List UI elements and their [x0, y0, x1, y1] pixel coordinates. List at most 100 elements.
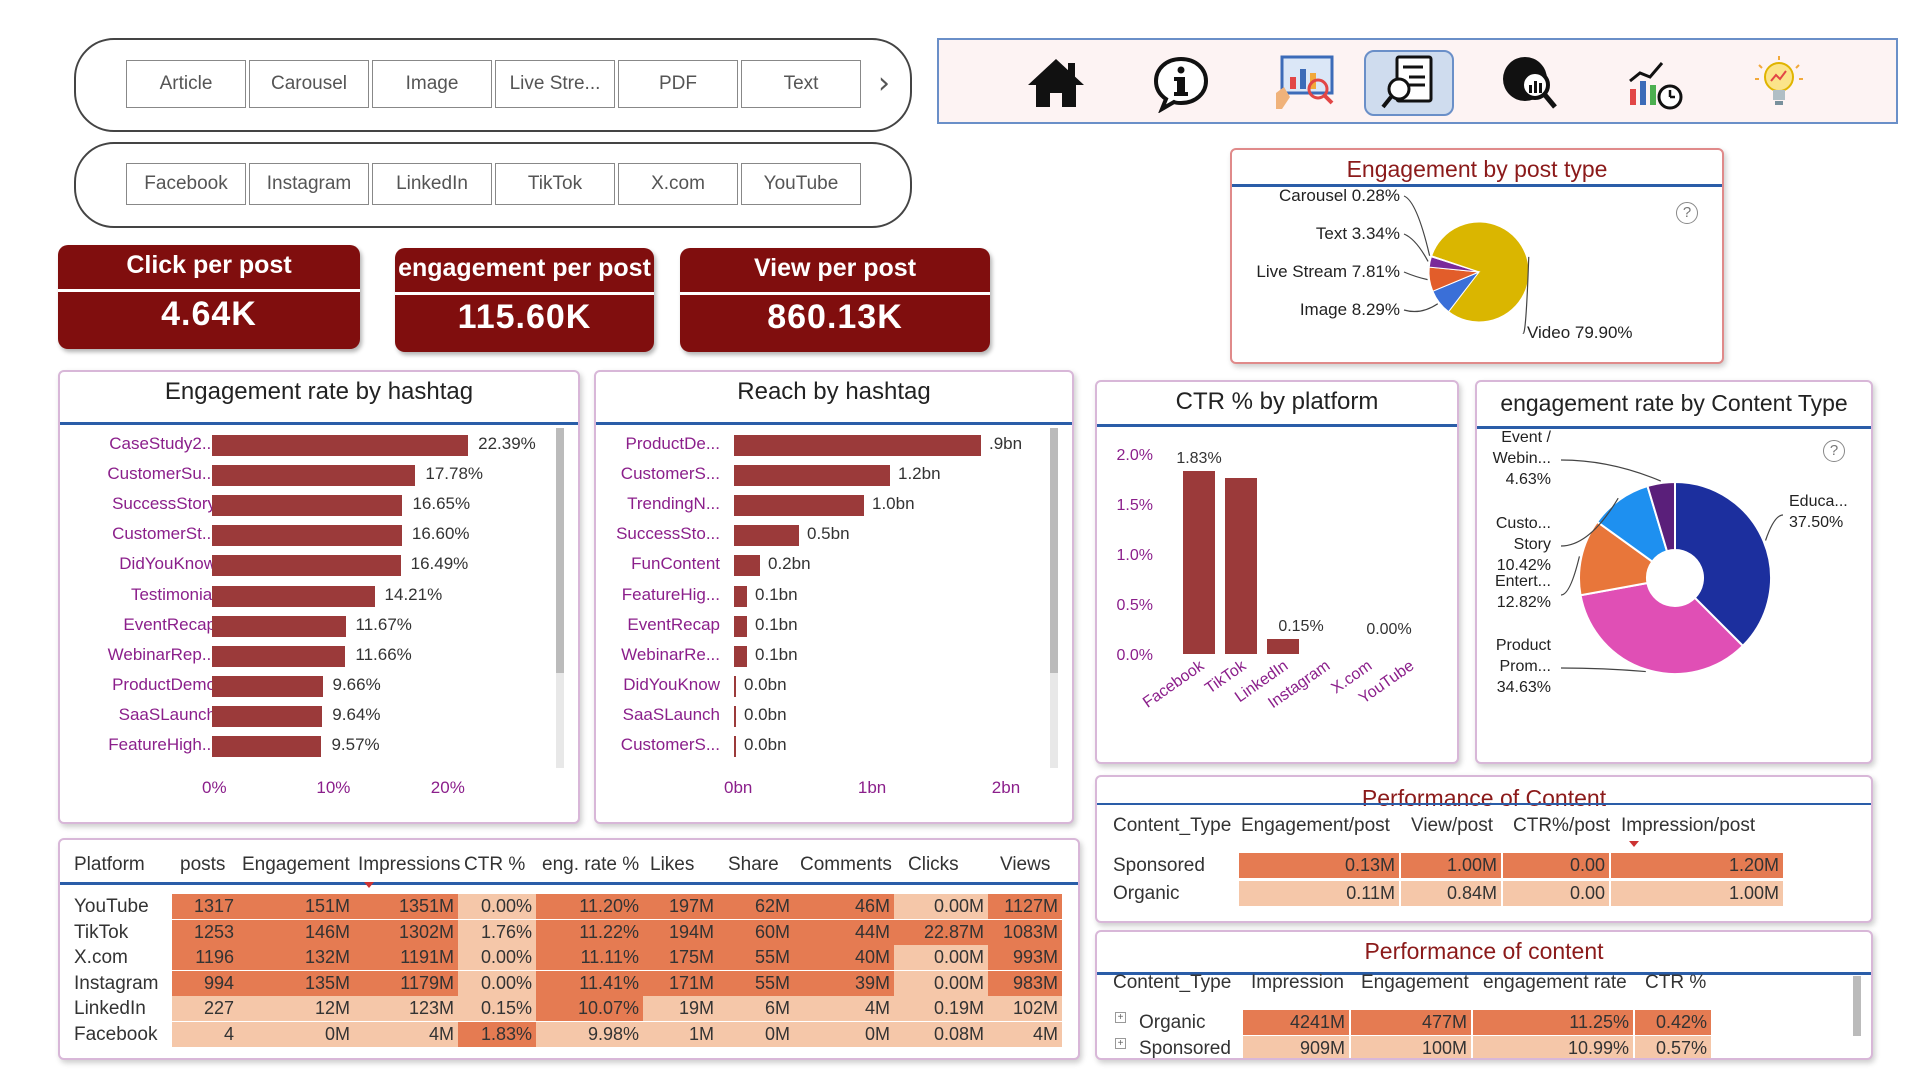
table-header[interactable]: Impression [1251, 972, 1344, 993]
table-header[interactable]: Clicks [908, 854, 959, 875]
table-header[interactable]: View/post [1411, 815, 1494, 836]
help-icon[interactable]: ? [1823, 440, 1845, 462]
table-header[interactable]: posts [180, 854, 226, 875]
hbar-bar[interactable] [734, 495, 864, 517]
hbar-bar[interactable] [734, 555, 760, 577]
donut-slice[interactable] [1674, 480, 1772, 648]
hbar-bar[interactable] [212, 465, 416, 487]
nav-global-search-button[interactable] [1485, 50, 1575, 116]
hbar-category-label: EventRecap [123, 614, 216, 634]
engagement-by-content-type-panel: engagement rate by Content Type ? Educa.… [1475, 380, 1873, 764]
nav-idea-button[interactable] [1734, 50, 1824, 116]
y-axis-tick: 0.5% [1117, 597, 1153, 614]
hbar-bar[interactable] [734, 585, 747, 607]
platform-option[interactable]: X.com [618, 163, 738, 205]
platform-option[interactable]: YouTube [741, 163, 861, 205]
hbar-bar[interactable] [734, 615, 747, 637]
donut-slice[interactable] [1646, 480, 1676, 553]
donut-slice[interactable] [1579, 581, 1745, 675]
expand-icon[interactable]: + [1115, 1012, 1126, 1023]
kpi-title: engagement per post [398, 254, 651, 282]
table-header[interactable]: Engagement [1361, 972, 1469, 993]
scrollbar-thumb[interactable] [556, 428, 564, 673]
pie-slice[interactable] [1430, 255, 1480, 273]
table-header[interactable]: Engagement [242, 854, 350, 875]
hbar-bar[interactable] [212, 675, 323, 697]
donut-label: 12.82% [1497, 594, 1551, 611]
table-cell: 983M [988, 970, 1062, 996]
table-header[interactable]: CTR % [464, 854, 526, 875]
sort-arrow-icon[interactable] [1629, 841, 1639, 847]
table-cell: 0.00 [1503, 881, 1609, 906]
panel-title: Reach by hashtag [737, 378, 931, 405]
table-header[interactable]: Share [728, 854, 779, 875]
table-header[interactable]: Impression/post [1621, 815, 1756, 836]
table-header[interactable]: Content_Type [1113, 815, 1232, 836]
table-header[interactable]: CTR%/post [1513, 815, 1611, 836]
column-bar[interactable] [1225, 478, 1257, 654]
hbar-bar[interactable] [734, 435, 981, 456]
hbar-value-label: 0.0bn [744, 674, 787, 694]
platform-option[interactable]: TikTok [495, 163, 615, 205]
row-label: Facebook [74, 1024, 158, 1045]
help-icon[interactable]: ? [1676, 202, 1698, 224]
nav-home-button[interactable] [1011, 50, 1101, 116]
content-type-option[interactable]: Carousel [249, 60, 369, 108]
hbar-bar[interactable] [734, 675, 736, 697]
hbar-bar[interactable] [212, 555, 401, 577]
table-header[interactable]: CTR % [1645, 972, 1707, 993]
sort-arrow-icon[interactable] [364, 882, 374, 888]
analytics-board-icon [1276, 55, 1334, 109]
hbar-bar[interactable] [734, 736, 736, 757]
hbar-bar[interactable] [734, 465, 890, 487]
table-header[interactable]: Platform [74, 854, 145, 875]
platform-option[interactable]: Instagram [249, 163, 369, 205]
content-type-option[interactable]: Image [372, 60, 492, 108]
table-header[interactable]: engagement rate [1483, 972, 1627, 993]
table-header[interactable]: Impressions [358, 854, 461, 875]
hbar-bar[interactable] [734, 525, 799, 547]
table-header[interactable]: Content_Type [1113, 972, 1232, 993]
hbar-bar[interactable] [212, 435, 469, 456]
table-cell: 151M [238, 894, 354, 919]
expand-icon[interactable]: + [1115, 1038, 1126, 1049]
table-header[interactable]: Views [1000, 854, 1051, 875]
table-header[interactable]: Likes [650, 854, 695, 875]
content-type-option[interactable]: PDF [618, 60, 738, 108]
platform-option[interactable]: Facebook [126, 163, 246, 205]
table-header[interactable]: Engagement/post [1241, 815, 1390, 836]
table-cell: 227 [172, 996, 238, 1022]
hbar-category-label: CaseStudy2... [109, 434, 216, 453]
platform-option[interactable]: LinkedIn [372, 163, 492, 205]
column-bar[interactable] [1183, 471, 1215, 654]
hbar-bar[interactable] [734, 705, 736, 727]
hbar-bar[interactable] [212, 495, 403, 517]
content-type-option[interactable]: Article [126, 60, 246, 108]
hbar-category-label: CustomerSt... [112, 524, 216, 544]
table-cell: 11.22% [536, 919, 643, 945]
table-cell: 102M [988, 996, 1062, 1022]
nav-growth-chart-button[interactable] [1610, 50, 1700, 116]
content-type-option[interactable]: Text [741, 60, 861, 108]
table-cell: 197M [643, 894, 718, 919]
pie-slice[interactable] [1431, 221, 1530, 323]
scrollbar-thumb[interactable] [1853, 976, 1861, 1036]
content-type-option[interactable]: Live Stre... [495, 60, 615, 108]
nav-analytics-button[interactable] [1259, 50, 1349, 116]
column-bar[interactable] [1267, 639, 1299, 654]
scrollbar-thumb[interactable] [1050, 428, 1058, 673]
hbar-bar[interactable] [734, 645, 747, 667]
nav-search-document-button[interactable] [1364, 50, 1454, 116]
table-header[interactable]: eng. rate % [542, 854, 640, 875]
hbar-bar[interactable] [212, 585, 375, 607]
hbar-bar[interactable] [212, 615, 346, 637]
chevron-right-icon[interactable]: › [878, 66, 890, 101]
hbar-bar[interactable] [212, 645, 346, 667]
hbar-bar[interactable] [212, 525, 402, 547]
table-header[interactable]: Comments [800, 854, 892, 875]
nav-info-button[interactable] [1136, 50, 1226, 116]
leader-line [1403, 303, 1439, 313]
hbar-bar[interactable] [212, 736, 322, 757]
hbar-bar[interactable] [212, 705, 323, 727]
table-cell: 9.98% [536, 1022, 643, 1047]
